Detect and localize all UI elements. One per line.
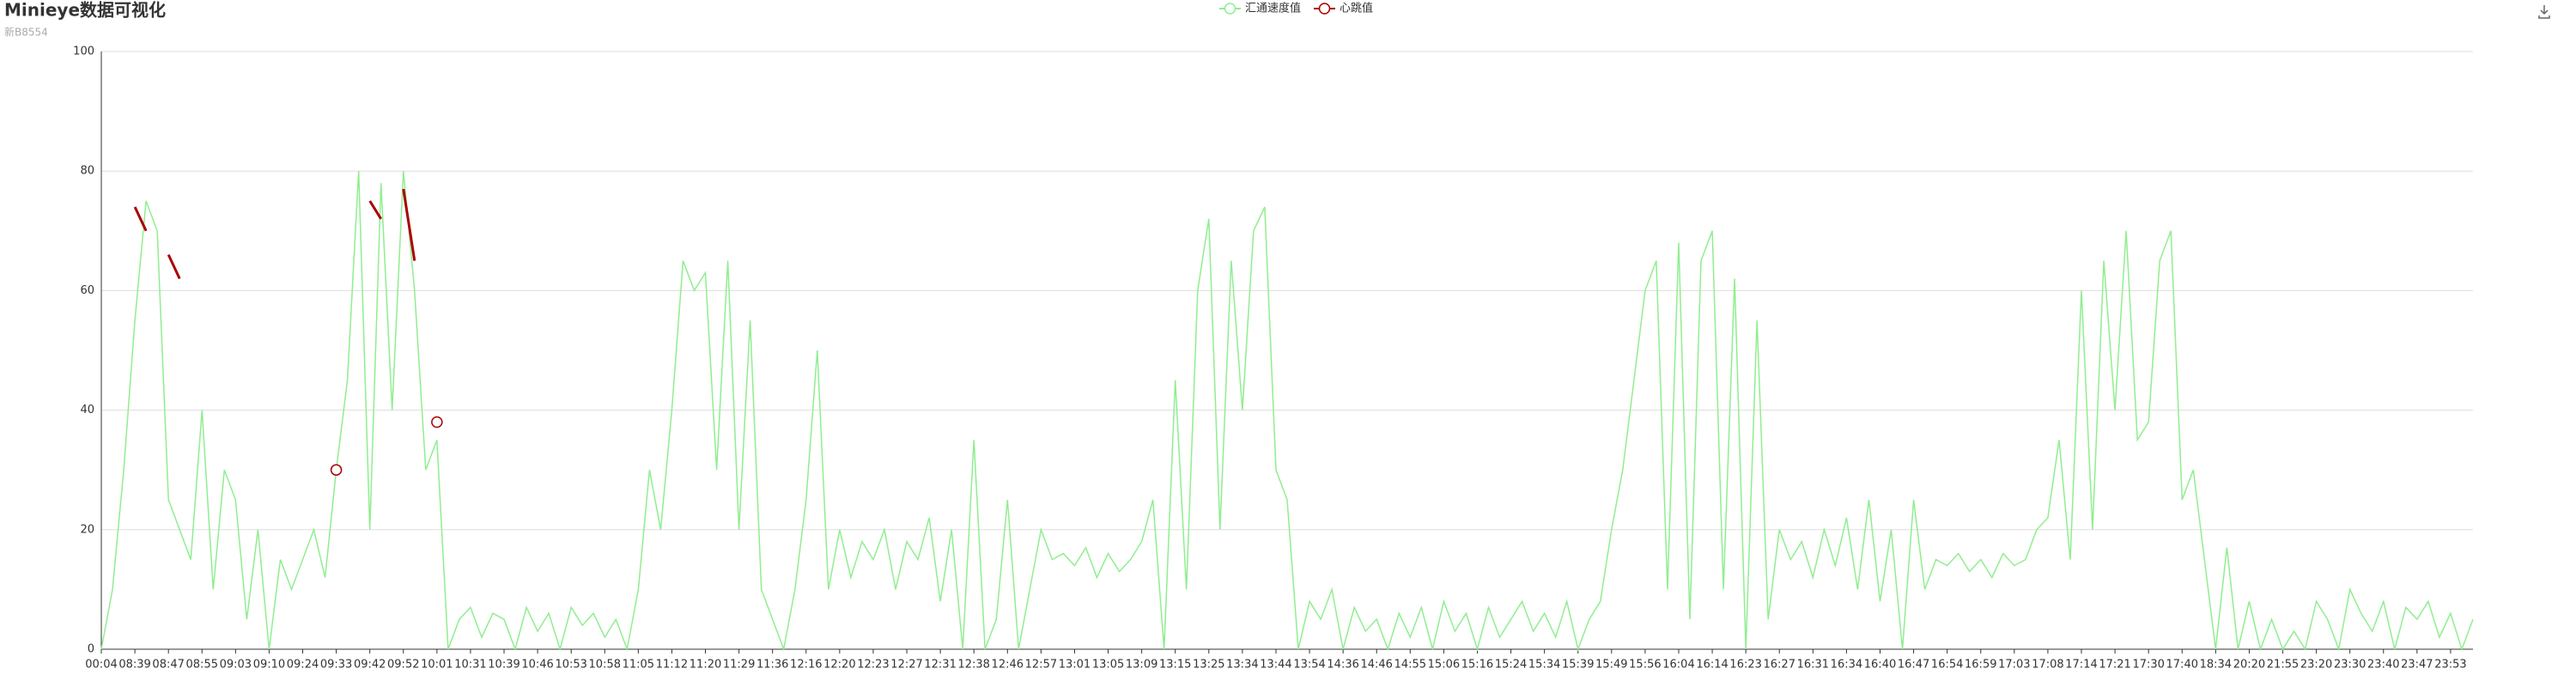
series-line: [368, 200, 382, 220]
x-tick-label: 23:30: [2334, 659, 2366, 672]
x-tick-label: 12:31: [924, 659, 956, 672]
x-tick-label: 10:53: [555, 659, 586, 672]
x-tick-label: 08:39: [118, 659, 150, 672]
x-tick-label: 10:31: [454, 659, 486, 672]
point-marker: [330, 464, 343, 476]
y-tick-label: 0: [88, 643, 94, 656]
x-tick-label: 13:34: [1226, 659, 1258, 672]
x-tick-label: 13:25: [1193, 659, 1224, 672]
x-tick-label: 08:47: [152, 659, 184, 672]
x-tick-label: 08:55: [186, 659, 218, 672]
download-icon[interactable]: [2538, 5, 2550, 19]
x-tick-label: 11:12: [656, 659, 688, 672]
x-tick-label: 15:34: [1528, 659, 1560, 672]
x-tick-label: 10:01: [421, 659, 453, 672]
x-tick-label: 17:21: [2099, 659, 2130, 672]
y-tick-label: 100: [73, 46, 94, 58]
point-marker: [431, 416, 443, 429]
x-tick-label: 18:34: [2200, 659, 2232, 672]
x-tick-label: 23:53: [2434, 659, 2466, 672]
x-tick-label: 17:40: [2166, 659, 2198, 672]
x-tick-label: 16:59: [1965, 659, 1996, 672]
x-tick-label: 12:57: [1025, 659, 1057, 672]
x-tick-label: 13:05: [1092, 659, 1124, 672]
x-tick-label: 09:33: [320, 659, 352, 672]
x-tick-label: 11:29: [723, 659, 755, 672]
x-tick-label: 13:44: [1260, 659, 1291, 672]
download-glyph[interactable]: [2538, 5, 2550, 19]
x-tick-label: 23:40: [2367, 659, 2399, 672]
chart-title: Minieye数据可视化: [4, 0, 166, 21]
x-tick-label: 10:39: [488, 659, 519, 672]
legend-label: 心跳值: [1340, 2, 1373, 15]
series-line: [133, 206, 148, 232]
legend-label: 汇通速度值: [1245, 2, 1301, 15]
chart-subtitle: 新B8554: [4, 26, 48, 39]
x-tick-label: 11:36: [756, 659, 788, 672]
x-tick-label: 15:39: [1562, 659, 1594, 672]
x-tick-label: 15:16: [1461, 659, 1493, 672]
x-tick-label: 15:56: [1629, 659, 1661, 672]
x-tick-label: 09:24: [287, 659, 319, 672]
x-tick-label: 13:09: [1126, 659, 1157, 672]
y-tick-label: 20: [80, 523, 94, 536]
x-tick-label: 12:16: [790, 659, 822, 672]
x-tick-label: 09:42: [354, 659, 386, 672]
x-tick-label: 09:10: [253, 659, 285, 672]
x-tick-label: 23:20: [2300, 659, 2332, 672]
x-tick-label: 10:58: [589, 659, 621, 672]
series-line: [167, 253, 181, 280]
x-tick-label: 13:54: [1293, 659, 1325, 672]
y-tick-label: 80: [80, 165, 94, 178]
legend-symbol: [1224, 3, 1236, 15]
x-tick-label: 13:01: [1059, 659, 1091, 672]
x-tick-label: 14:55: [1394, 659, 1426, 672]
x-tick-label: 17:08: [2032, 659, 2063, 672]
x-tick-label: 09:52: [387, 659, 419, 672]
series-line: [402, 188, 416, 261]
x-tick-label: 16:27: [1764, 659, 1795, 672]
x-tick-label: 20:20: [2233, 659, 2265, 672]
x-tick-label: 15:49: [1595, 659, 1627, 672]
x-tick-label: 16:40: [1864, 659, 1896, 672]
y-tick-label: 60: [80, 284, 94, 297]
x-tick-label: 16:54: [1931, 659, 1963, 672]
x-tick-label: 12:23: [857, 659, 889, 672]
legend-symbol: [1318, 3, 1331, 15]
x-tick-label: 17:14: [2065, 659, 2097, 672]
x-tick-label: 12:38: [957, 659, 989, 672]
x-tick-label: 16:23: [1729, 659, 1761, 672]
x-tick-label: 15:06: [1428, 659, 1460, 672]
x-tick-label: 15:24: [1495, 659, 1527, 672]
x-tick-label: 14:46: [1360, 659, 1392, 672]
x-tick-label: 17:30: [2132, 659, 2164, 672]
series-line: [100, 171, 2474, 652]
x-tick-label: 13:15: [1159, 659, 1191, 672]
x-tick-label: 16:47: [1898, 659, 1929, 672]
y-tick-label: 40: [80, 404, 94, 416]
x-tick-label: 12:20: [823, 659, 855, 672]
x-tick-label: 16:31: [1797, 659, 1829, 672]
x-tick-label: 00:04: [85, 659, 117, 672]
x-tick-label: 17:03: [1998, 659, 2030, 672]
x-tick-label: 12:46: [992, 659, 1024, 672]
x-tick-label: 16:14: [1696, 659, 1728, 672]
x-tick-label: 16:34: [1831, 659, 1862, 672]
x-tick-label: 23:47: [2401, 659, 2433, 672]
x-tick-label: 14:36: [1327, 659, 1358, 672]
x-tick-label: 10:46: [521, 659, 553, 672]
x-tick-label: 21:55: [2267, 659, 2299, 672]
x-tick-label: 09:03: [220, 659, 252, 672]
x-tick-label: 16:04: [1662, 659, 1694, 672]
x-tick-label: 12:27: [890, 659, 922, 672]
x-tick-label: 11:20: [690, 659, 721, 672]
x-tick-label: 11:05: [623, 659, 654, 672]
